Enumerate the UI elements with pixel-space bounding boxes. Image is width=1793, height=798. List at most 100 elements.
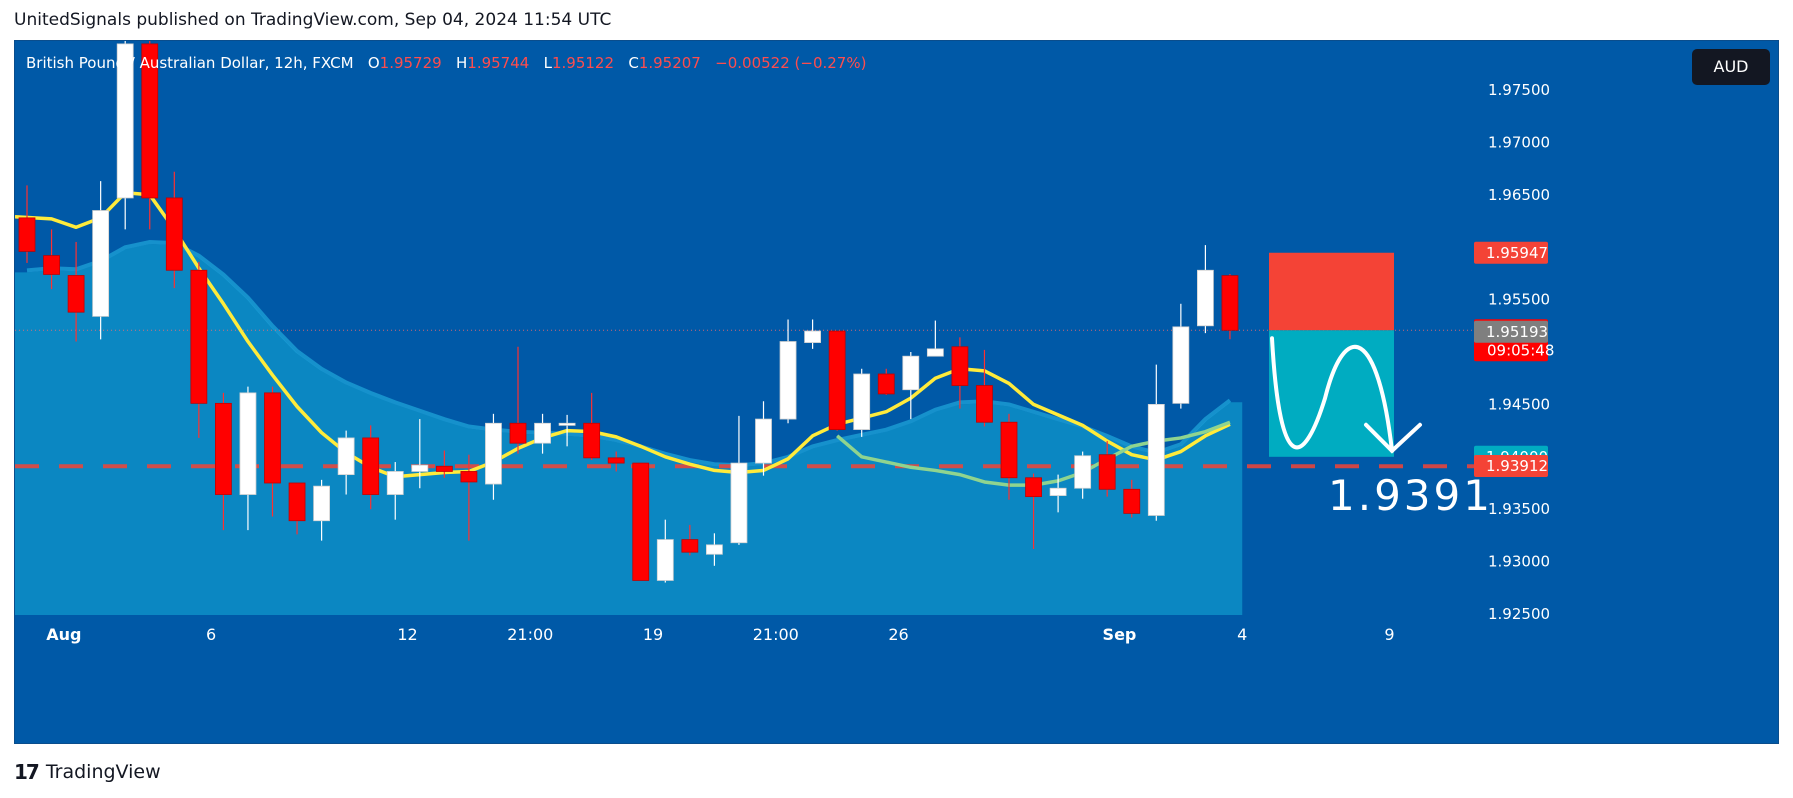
price-label-text: 1.95193 — [1486, 323, 1548, 341]
candle[interactable] — [656, 519, 674, 583]
price-label[interactable]: 1.95947 — [1474, 241, 1548, 264]
high-value: 1.95744 — [467, 54, 530, 72]
candle[interactable] — [681, 524, 699, 556]
candles-layer[interactable] — [18, 25, 1239, 583]
candle[interactable] — [779, 319, 797, 424]
candle[interactable] — [1098, 441, 1116, 497]
candle[interactable] — [534, 413, 551, 454]
candle[interactable] — [976, 349, 993, 427]
candle[interactable] — [1074, 451, 1092, 499]
candle[interactable] — [485, 413, 502, 500]
candle[interactable] — [804, 319, 821, 349]
candle-body — [190, 269, 208, 404]
candle[interactable] — [853, 368, 871, 437]
price-tick: 1.92500 — [1488, 605, 1550, 623]
candle[interactable] — [92, 181, 110, 340]
currency-unit-button[interactable]: AUD — [1692, 49, 1770, 85]
candle[interactable] — [460, 454, 478, 541]
candle[interactable] — [190, 261, 208, 438]
high-label: H — [456, 54, 468, 72]
candle-body — [558, 422, 576, 426]
candle[interactable] — [877, 368, 895, 395]
candle[interactable] — [362, 425, 380, 510]
publish-header: UnitedSignals published on TradingView.c… — [14, 10, 612, 30]
candle-body — [1049, 487, 1067, 496]
price-label-text: 1.93912 — [1486, 457, 1548, 475]
time-axis[interactable]: Aug 6 12 21:00 19 21:00 26 Sep 4 9 — [46, 625, 1394, 644]
candle[interactable] — [1000, 413, 1018, 500]
candle-body — [288, 482, 306, 522]
candle[interactable] — [67, 241, 85, 342]
candle[interactable] — [43, 229, 60, 290]
open-label: O — [367, 54, 380, 72]
candle[interactable] — [755, 401, 772, 476]
candle[interactable] — [141, 25, 159, 230]
candle[interactable] — [239, 386, 257, 531]
price-tick: 1.97500 — [1488, 81, 1550, 99]
candle-body — [828, 330, 846, 430]
candle-body — [313, 485, 331, 522]
target-annotation: 1.9391 — [1328, 471, 1493, 520]
candle[interactable] — [1025, 473, 1042, 550]
candle[interactable] — [18, 185, 36, 263]
candle-body — [239, 392, 257, 495]
candle-body — [632, 462, 650, 581]
candle[interactable] — [730, 415, 748, 545]
price-label[interactable]: 1.93912 — [1474, 455, 1548, 478]
price-label-bg — [1474, 320, 1548, 343]
price-tick: 1.93500 — [1488, 500, 1550, 518]
candle-body — [804, 330, 821, 343]
take-profit-zone[interactable] — [1269, 330, 1394, 457]
candle[interactable] — [902, 352, 920, 420]
candle[interactable] — [951, 337, 969, 409]
footer-brand[interactable]: 17 TradingView — [14, 760, 161, 784]
candle[interactable] — [1221, 274, 1239, 340]
time-tick: 4 — [1237, 625, 1247, 644]
candle[interactable] — [288, 482, 306, 535]
candle[interactable] — [509, 346, 527, 454]
candle[interactable] — [1049, 474, 1067, 513]
price-axis[interactable]: 1.97500 1.97000 1.96500 1.95500 1.94500 1.935… — [1474, 81, 1554, 623]
candle-body — [730, 462, 748, 544]
tradingview-logo-icon: 17 — [14, 760, 40, 784]
trade-setup[interactable]: 1.9391 — [1269, 252, 1493, 520]
candle[interactable] — [435, 450, 453, 478]
candle[interactable] — [1147, 364, 1165, 521]
candle[interactable] — [1123, 479, 1141, 518]
ma-fast-line — [15, 190, 1231, 479]
candle[interactable] — [828, 330, 846, 431]
candle[interactable] — [264, 386, 281, 517]
candle[interactable] — [706, 533, 723, 566]
countdown-text: 09:05:48 — [1487, 341, 1554, 359]
candle[interactable] — [1172, 303, 1190, 409]
candle[interactable] — [632, 462, 650, 581]
candle[interactable] — [926, 320, 944, 357]
symbol-legend: British Pound / Australian Dollar, 12h, … — [26, 54, 866, 72]
candle-body — [1025, 477, 1042, 498]
price-label-bg — [1474, 455, 1548, 478]
candle[interactable] — [558, 414, 576, 447]
candle[interactable] — [386, 462, 404, 520]
candle[interactable] — [583, 392, 601, 460]
candle-body — [755, 418, 772, 464]
candle-body — [1000, 421, 1018, 479]
candle[interactable] — [165, 171, 183, 289]
price-tick: 1.93000 — [1488, 553, 1550, 571]
candle-body — [706, 544, 723, 555]
candle[interactable] — [411, 419, 429, 489]
candle[interactable] — [116, 25, 134, 230]
time-tick: 9 — [1384, 625, 1394, 644]
candle-body — [67, 275, 85, 313]
candle[interactable] — [214, 392, 232, 531]
time-tick: Sep — [1103, 625, 1137, 644]
candle[interactable] — [313, 479, 331, 541]
candle-body — [485, 422, 502, 485]
open-value: 1.95729 — [379, 54, 442, 72]
price-label[interactable]: 1.95193 — [1474, 320, 1548, 343]
stop-loss-zone[interactable] — [1269, 252, 1394, 331]
candle[interactable] — [1197, 245, 1214, 334]
price-tick: 1.94500 — [1488, 395, 1550, 413]
candle[interactable] — [607, 451, 625, 472]
candle[interactable] — [337, 430, 355, 495]
